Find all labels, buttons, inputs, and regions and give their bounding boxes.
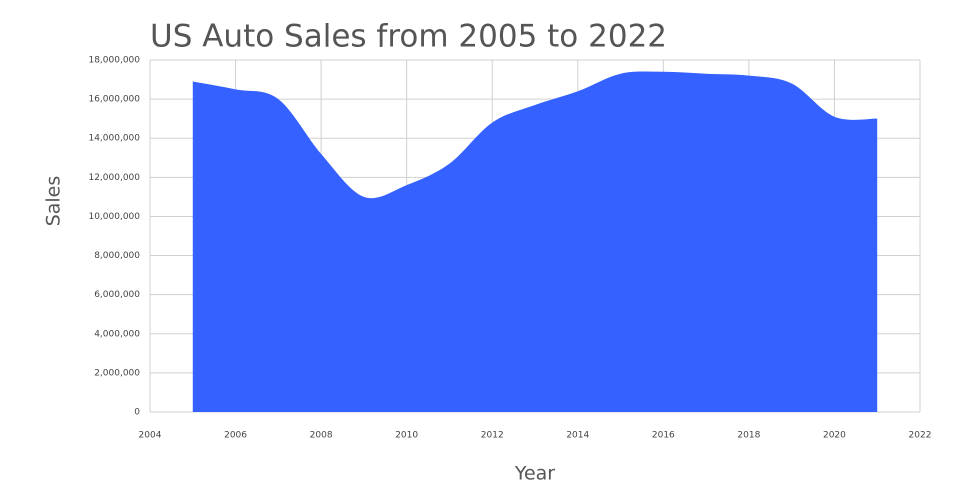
x-tick-label: 2022	[909, 431, 932, 441]
x-tick-label: 2010	[395, 431, 418, 441]
x-axis-title: Year	[514, 463, 555, 485]
y-tick-label: 6,000,000	[94, 290, 140, 300]
x-tick-label: 2008	[310, 431, 333, 441]
y-tick-label: 2,000,000	[94, 368, 140, 378]
y-tick-label: 10,000,000	[88, 212, 140, 222]
y-tick-label: 18,000,000	[88, 56, 140, 66]
area	[192, 71, 878, 413]
y-tick-label: 8,000,000	[94, 251, 140, 261]
x-tick-label: 2004	[139, 431, 162, 441]
y-tick-label: 0	[134, 408, 140, 418]
x-tick-label: 2016	[652, 431, 675, 441]
y-tick-label: 12,000,000	[88, 173, 140, 183]
chart-title: US Auto Sales from 2005 to 2022	[150, 19, 667, 55]
x-tick-label: 2006	[224, 431, 247, 441]
y-tick-label: 16,000,000	[88, 95, 140, 105]
x-tick-label: 2018	[737, 431, 760, 441]
y-axis-title: Sales	[43, 176, 65, 227]
x-tick-label: 2012	[481, 431, 504, 441]
x-tick-label: 2014	[566, 431, 589, 441]
x-tick-label: 2020	[823, 431, 846, 441]
y-tick-label: 14,000,000	[88, 134, 140, 144]
y-tick-label: 4,000,000	[94, 329, 140, 339]
